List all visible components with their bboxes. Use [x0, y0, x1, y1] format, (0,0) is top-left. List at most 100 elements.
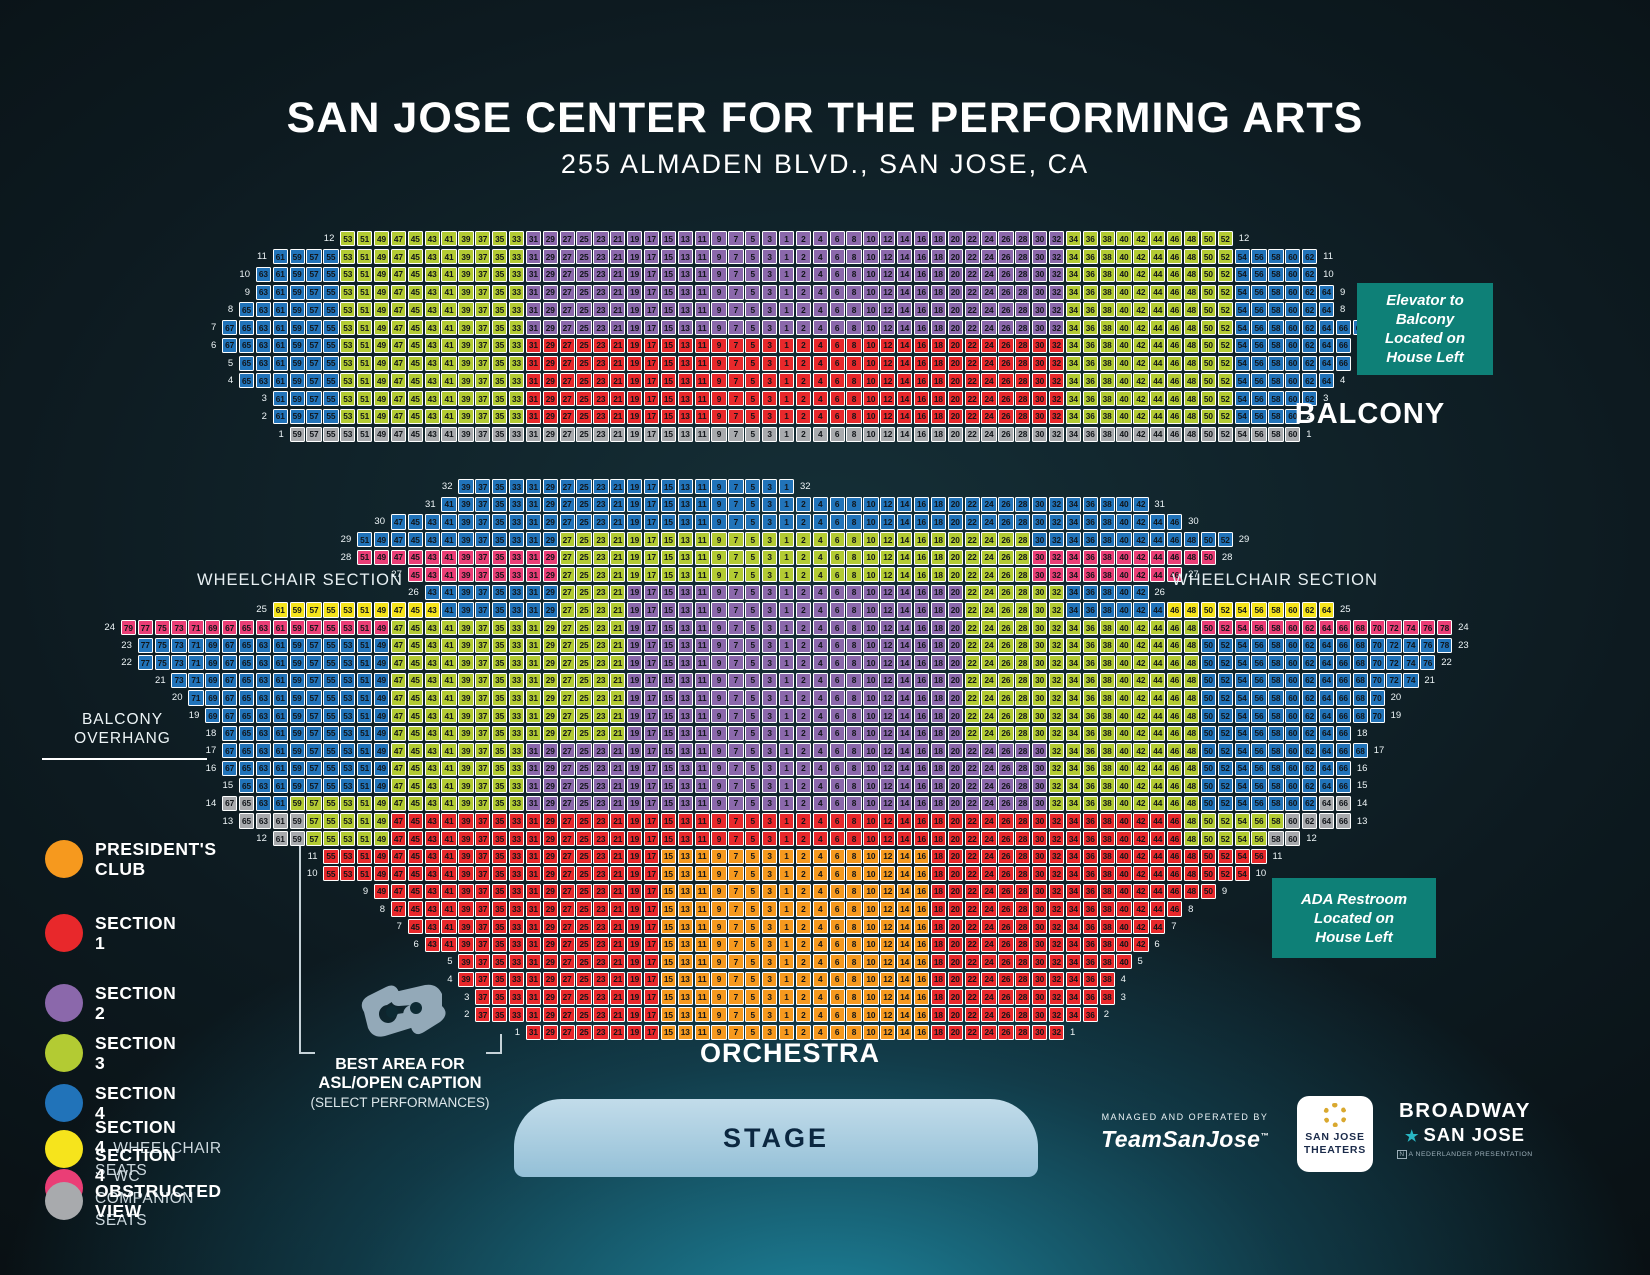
- seat: 8: [846, 866, 862, 882]
- seat: 14: [897, 619, 913, 636]
- seat: 15: [660, 426, 677, 442]
- seat: 3: [762, 479, 778, 495]
- seat: 21: [610, 989, 626, 1005]
- seat: 63: [255, 778, 272, 794]
- seat: 47: [390, 795, 407, 812]
- orchestra-row-4: 4 39 37 35 33 31 29 27 25 23 21 19 17 15 13 11 9 7 5 3 1 2 4 6 8…: [0, 971, 1650, 989]
- seat: 38: [1099, 919, 1115, 935]
- seat: 33: [508, 549, 525, 565]
- seat: 55: [323, 795, 339, 812]
- seat: 53: [340, 391, 356, 407]
- seat: 21: [610, 320, 626, 336]
- seat: 12: [880, 690, 896, 706]
- row-label: 3: [1323, 393, 1329, 405]
- seat: 41: [441, 795, 457, 812]
- seat: 9: [711, 778, 727, 794]
- seat: 65: [238, 795, 255, 812]
- seat: 58: [1268, 831, 1284, 847]
- seat: 44: [1150, 725, 1166, 741]
- seat: 50: [1200, 266, 1217, 282]
- seat: 23: [593, 725, 609, 741]
- seat: 13: [677, 743, 693, 759]
- seat: 13: [677, 408, 693, 424]
- seat: 2: [795, 707, 812, 724]
- seat: 69: [205, 619, 221, 636]
- seat: 44: [1150, 919, 1166, 935]
- seat: 23: [593, 284, 609, 300]
- legend-label: SECTION 1: [95, 913, 177, 953]
- seat: 5: [745, 549, 761, 565]
- seat: 55: [323, 408, 339, 424]
- seat: 32: [1048, 971, 1065, 988]
- seat: 38: [1099, 514, 1115, 530]
- seat: 23: [593, 866, 609, 882]
- seat: 33: [508, 531, 525, 548]
- seat: 10: [863, 743, 879, 759]
- seat: 50: [1200, 549, 1217, 565]
- seat: 19: [627, 743, 643, 759]
- legend-item-president-s-club: PRESIDENT'S CLUB: [45, 839, 225, 879]
- seat: 22: [964, 584, 980, 600]
- seat: 14: [897, 778, 913, 794]
- seat: 38: [1099, 584, 1115, 600]
- seat: 25: [576, 320, 592, 336]
- seat: 25: [576, 989, 592, 1005]
- seat: 36: [1082, 284, 1098, 300]
- seat: 11: [694, 391, 710, 407]
- seat: 36: [1082, 391, 1098, 407]
- seat: 58: [1268, 284, 1284, 300]
- seat: 6: [829, 725, 845, 741]
- seat: 42: [1133, 249, 1149, 265]
- seat: 29: [542, 954, 558, 970]
- seat: 30: [1032, 655, 1048, 671]
- seat: 26: [998, 302, 1014, 318]
- seat: 50: [1200, 866, 1217, 882]
- seat: 5: [745, 249, 761, 265]
- seat: 51: [357, 778, 373, 794]
- seat: 39: [458, 725, 474, 741]
- seat: 49: [373, 426, 390, 442]
- seat: 25: [576, 743, 592, 759]
- seat: 5: [745, 919, 761, 935]
- seat: 5: [745, 866, 761, 882]
- seat: 19: [627, 936, 643, 952]
- seat: 46: [1167, 883, 1183, 900]
- seat: 61: [272, 637, 288, 653]
- seat: 46: [1167, 848, 1183, 864]
- seat: 16: [913, 848, 930, 864]
- seat: 13: [677, 391, 693, 407]
- seat: 21: [610, 778, 626, 794]
- seat: 43: [424, 831, 440, 847]
- seat: 44: [1150, 531, 1166, 548]
- row-label: 5: [227, 357, 234, 369]
- seat: 37: [475, 549, 491, 565]
- seat: 3: [762, 989, 778, 1005]
- seat: 39: [458, 760, 474, 776]
- seat: 5: [745, 743, 761, 759]
- seat: 70: [1369, 690, 1385, 706]
- seat: 43: [424, 391, 440, 407]
- seat: 3: [762, 567, 778, 583]
- seat: 39: [458, 954, 474, 970]
- row-label: 2: [261, 410, 267, 422]
- seat: 33: [508, 284, 525, 300]
- seat: 5: [745, 320, 761, 336]
- seat: 5: [745, 813, 761, 829]
- seat: 24: [981, 778, 997, 794]
- seat: 35: [492, 391, 508, 407]
- balcony-row-5: 5 65 63 61 59 57 55 53 51 49 47 45 43 41 39 37 35 33 31 29 2…: [0, 354, 1650, 372]
- seat: 62: [1302, 690, 1318, 706]
- seat: 2: [795, 426, 812, 442]
- seat: 44: [1150, 672, 1166, 688]
- seat: 18: [930, 373, 947, 389]
- seat: 53: [340, 866, 356, 882]
- seat: 34: [1065, 637, 1082, 653]
- seat: 28: [1015, 795, 1031, 812]
- seat: 43: [424, 355, 440, 371]
- seat: 20: [947, 584, 963, 600]
- seat: 15: [660, 479, 677, 495]
- seat: 26: [998, 848, 1014, 864]
- seat: 27: [559, 989, 575, 1005]
- seat: 8: [846, 231, 862, 247]
- seat: 27: [559, 426, 575, 442]
